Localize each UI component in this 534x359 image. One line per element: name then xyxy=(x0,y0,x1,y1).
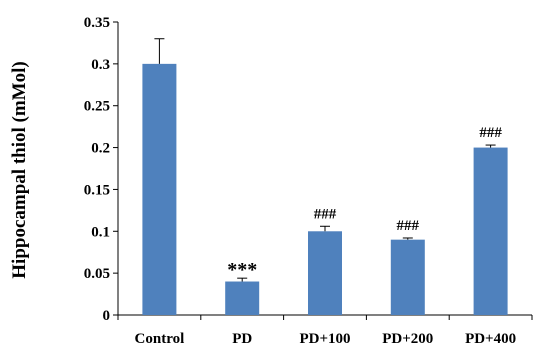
x-tick-label: PD+200 xyxy=(382,331,433,347)
x-axis xyxy=(117,314,533,320)
y-axis: 0 0.05 0.1 0.15 0.2 0.25 0.3 0.35 xyxy=(84,15,119,324)
y-tick-label: 0.05 xyxy=(84,266,110,282)
y-tick-label: 0.2 xyxy=(91,141,110,157)
y-tick-label: 0.25 xyxy=(84,99,110,115)
bar-control xyxy=(142,63,177,315)
significance-label: *** xyxy=(227,259,257,281)
bar-pd-200 xyxy=(390,239,425,315)
x-tick-label: Control xyxy=(135,331,185,347)
bar-pd xyxy=(225,281,260,315)
significance-annotations: *** ### ### ### xyxy=(227,125,502,281)
x-tick-labels: Control PD PD+100 PD+200 PD+400 xyxy=(135,331,517,347)
significance-label: ### xyxy=(314,206,337,222)
y-tick-label: 0.15 xyxy=(84,182,110,198)
y-tick-label: 0.1 xyxy=(91,224,110,240)
bars xyxy=(142,63,508,315)
x-tick-label: PD+100 xyxy=(299,331,350,347)
y-axis-label: Hippocampal thiol (mMol) xyxy=(9,61,30,278)
x-tick-label: PD+400 xyxy=(465,331,516,347)
y-tick-label: 0.35 xyxy=(84,15,110,31)
error-bars xyxy=(154,38,496,282)
significance-label: ### xyxy=(479,125,502,141)
bar-pd-100 xyxy=(308,231,342,315)
x-tick-label: PD xyxy=(232,331,252,347)
significance-label: ### xyxy=(397,218,420,234)
y-tick-label: 0 xyxy=(103,308,111,324)
y-tick-label: 0.3 xyxy=(91,57,110,73)
bar-pd-400 xyxy=(473,147,508,315)
